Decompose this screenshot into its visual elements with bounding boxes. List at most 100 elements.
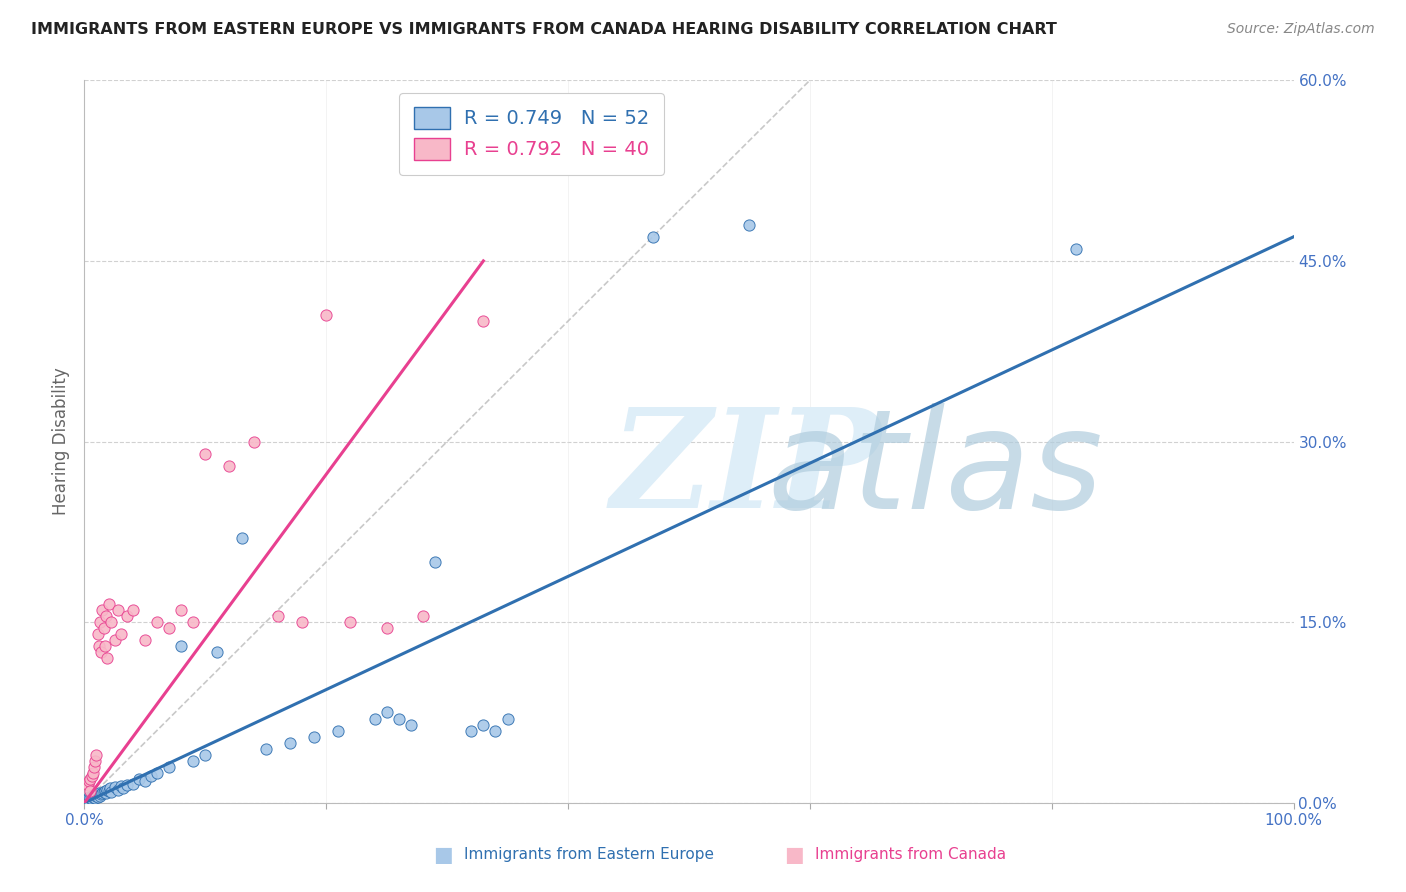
- Point: [91, 603, 114, 617]
- Point: [267, 609, 290, 624]
- Point: [375, 621, 398, 635]
- Point: [104, 780, 127, 794]
- Point: [94, 609, 117, 624]
- Point: [107, 782, 129, 797]
- Point: [302, 730, 325, 744]
- Y-axis label: Hearing Disability: Hearing Disability: [52, 368, 70, 516]
- Point: [194, 747, 217, 762]
- Point: [94, 639, 117, 653]
- Text: ■: ■: [433, 845, 453, 864]
- Text: IMMIGRANTS FROM EASTERN EUROPE VS IMMIGRANTS FROM CANADA HEARING DISABILITY CORR: IMMIGRANTS FROM EASTERN EUROPE VS IMMIGR…: [31, 22, 1057, 37]
- Point: [97, 784, 120, 798]
- Point: [181, 754, 204, 768]
- Point: [79, 791, 101, 805]
- Point: [100, 785, 122, 799]
- Point: [181, 615, 204, 630]
- Point: [218, 458, 240, 473]
- Point: [96, 651, 118, 665]
- Point: [110, 627, 132, 641]
- Point: [231, 531, 253, 545]
- Point: [399, 717, 422, 731]
- Point: [84, 754, 107, 768]
- Point: [146, 615, 169, 630]
- Point: [80, 769, 103, 783]
- Point: [112, 781, 135, 796]
- Point: [339, 615, 361, 630]
- Point: [94, 784, 117, 798]
- Point: [242, 434, 264, 449]
- Point: [328, 723, 350, 738]
- Point: [91, 786, 114, 800]
- Point: [84, 791, 107, 805]
- Text: Immigrants from Canada: Immigrants from Canada: [815, 847, 1007, 862]
- Point: [1064, 242, 1087, 256]
- Point: [82, 765, 104, 780]
- Point: [97, 597, 120, 611]
- Point: [157, 760, 180, 774]
- Point: [484, 723, 506, 738]
- Point: [115, 609, 138, 624]
- Point: [90, 645, 112, 659]
- Text: Immigrants from Eastern Europe: Immigrants from Eastern Europe: [464, 847, 714, 862]
- Point: [170, 639, 193, 653]
- Point: [363, 712, 385, 726]
- Point: [128, 772, 150, 786]
- Point: [79, 784, 101, 798]
- Text: atlas: atlas: [768, 403, 1104, 538]
- Point: [86, 789, 108, 803]
- Point: [89, 789, 111, 803]
- Point: [121, 776, 143, 790]
- Point: [472, 717, 495, 731]
- Point: [96, 782, 118, 797]
- Point: [146, 765, 169, 780]
- Point: [738, 218, 761, 232]
- Legend: R = 0.749   N = 52, R = 0.792   N = 40: R = 0.749 N = 52, R = 0.792 N = 40: [399, 93, 664, 175]
- Point: [77, 778, 100, 792]
- Point: [207, 645, 229, 659]
- Point: [90, 788, 112, 802]
- Point: [104, 633, 127, 648]
- Point: [170, 603, 193, 617]
- Point: [80, 789, 103, 803]
- Text: ZIP: ZIP: [610, 403, 882, 538]
- Point: [278, 735, 301, 749]
- Point: [98, 781, 121, 796]
- Point: [83, 760, 105, 774]
- Point: [86, 747, 108, 762]
- Point: [86, 789, 108, 804]
- Point: [134, 633, 156, 648]
- Point: [423, 555, 446, 569]
- Point: [496, 712, 519, 726]
- Point: [460, 723, 482, 738]
- Point: [83, 788, 105, 802]
- Point: [472, 314, 495, 328]
- Point: [107, 603, 129, 617]
- Point: [412, 609, 434, 624]
- Point: [86, 627, 108, 641]
- Point: [87, 639, 110, 653]
- Point: [87, 786, 110, 800]
- Point: [93, 785, 115, 799]
- Point: [291, 615, 314, 630]
- Point: [375, 706, 398, 720]
- Point: [77, 789, 100, 804]
- Point: [315, 308, 337, 322]
- Point: [94, 786, 117, 800]
- Point: [93, 621, 115, 635]
- Point: [388, 712, 411, 726]
- Point: [641, 230, 664, 244]
- Point: [110, 779, 132, 793]
- Point: [82, 789, 104, 804]
- Point: [134, 774, 156, 789]
- Point: [77, 774, 100, 789]
- Point: [254, 741, 277, 756]
- Point: [121, 603, 143, 617]
- Point: [157, 621, 180, 635]
- Point: [115, 778, 138, 792]
- Point: [77, 792, 100, 806]
- Text: Source: ZipAtlas.com: Source: ZipAtlas.com: [1227, 22, 1375, 37]
- Point: [89, 615, 111, 630]
- Point: [139, 769, 162, 783]
- Point: [100, 615, 122, 630]
- Point: [194, 446, 217, 460]
